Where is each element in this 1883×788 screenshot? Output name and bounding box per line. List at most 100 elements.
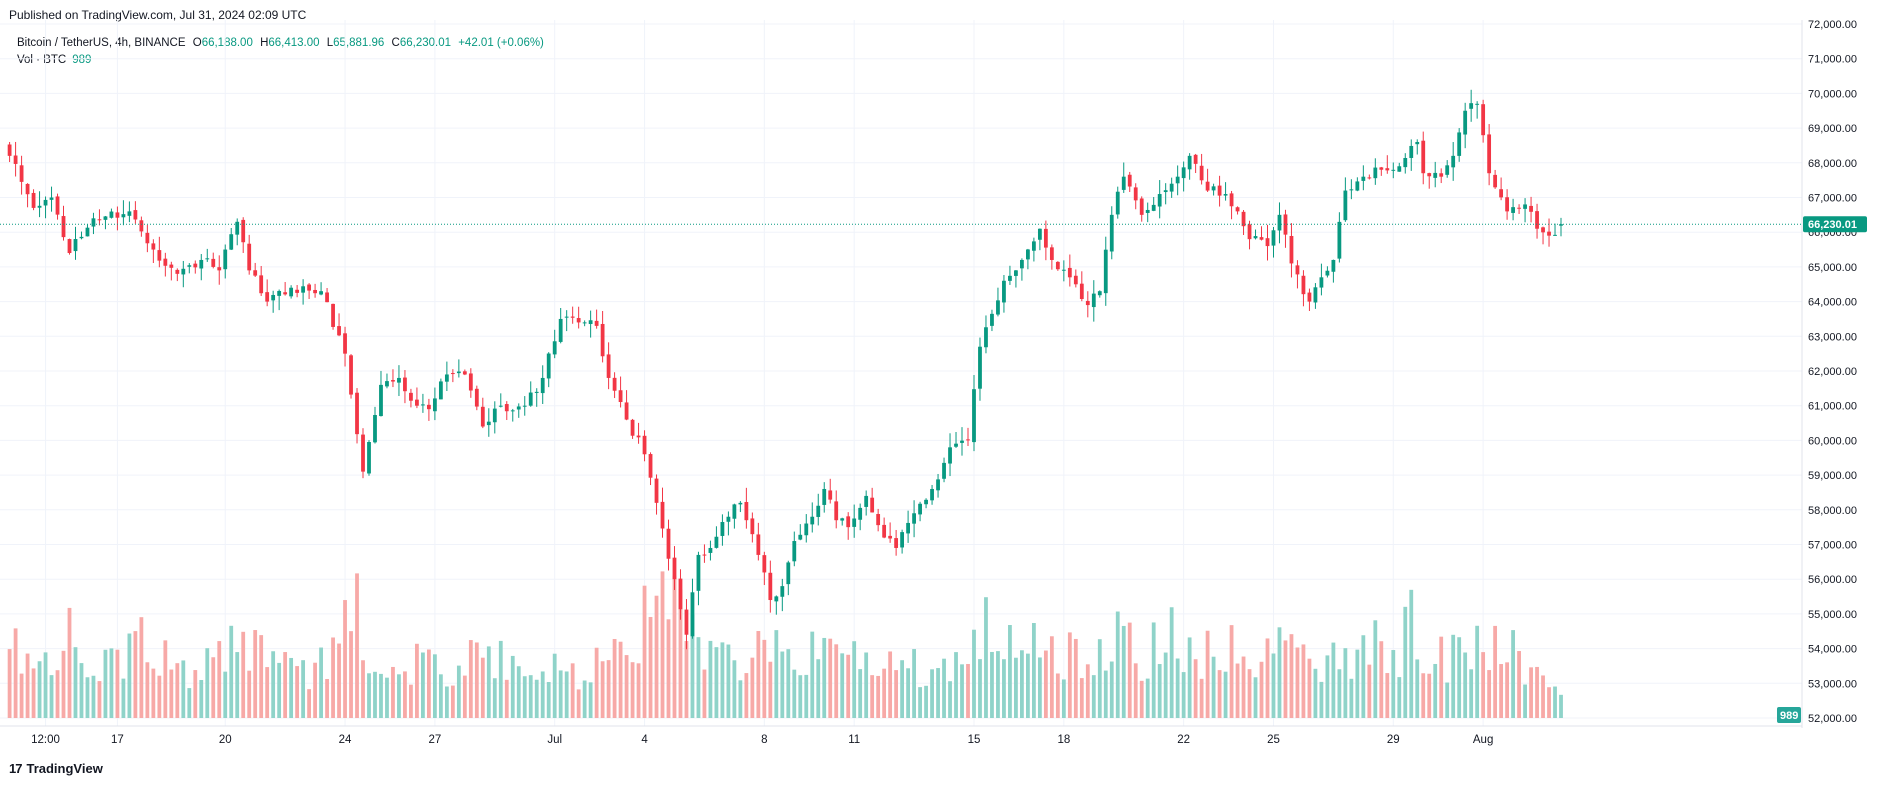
volume-bar — [960, 664, 964, 718]
candle-body — [385, 381, 389, 387]
candle-body — [97, 219, 102, 221]
candle-body — [846, 516, 851, 528]
candle-body — [1331, 259, 1336, 272]
candle-body — [1127, 174, 1132, 187]
candle-body — [61, 216, 66, 238]
tradingview-logo[interactable]: 17 TradingView — [9, 761, 103, 776]
volume-bar — [217, 641, 222, 718]
volume-bar — [570, 663, 575, 718]
candle-body — [498, 405, 503, 407]
price-tick-label: 71,000.00 — [1808, 54, 1857, 66]
candle-body — [492, 408, 497, 423]
volume-bar — [97, 681, 102, 718]
candle-body — [822, 488, 827, 505]
volume-bar — [1014, 657, 1018, 718]
candle-body — [774, 596, 779, 602]
volume-bar — [229, 625, 234, 718]
volume-bar — [151, 668, 156, 718]
volume-bar — [109, 648, 114, 718]
volume-bar — [636, 663, 641, 718]
candle-body — [1157, 194, 1162, 207]
volume-bar — [822, 637, 827, 718]
candle-body — [337, 326, 341, 336]
candle-body — [1043, 228, 1048, 248]
candle-body — [924, 499, 928, 505]
candle-body — [1187, 155, 1192, 170]
candle-body — [678, 578, 683, 610]
volume-bar — [534, 679, 539, 718]
candle-body — [1014, 270, 1018, 276]
volume-bar — [1349, 678, 1354, 718]
candle-body — [1289, 235, 1294, 264]
last-price-badge: 66,230.01 — [1803, 216, 1867, 233]
volume-bar — [1199, 678, 1204, 718]
volume-bar — [325, 679, 329, 718]
candle-body — [1451, 155, 1456, 168]
volume-bar — [1403, 606, 1408, 718]
candle-body — [534, 391, 539, 393]
candle-body — [630, 419, 635, 436]
volume-bar — [115, 649, 120, 718]
volume-bar — [978, 659, 982, 718]
candle-body — [19, 165, 24, 182]
last-volume-label: 989 — [1780, 710, 1798, 722]
candle-body — [660, 501, 665, 529]
volume-bar — [1031, 622, 1036, 718]
candle-body — [588, 320, 593, 325]
candle-body — [265, 292, 270, 302]
candle-body — [888, 535, 893, 539]
candle-body — [391, 380, 395, 382]
volume-bar — [313, 662, 317, 718]
candle-body — [223, 249, 228, 270]
volume-bar — [678, 589, 683, 718]
volume-bar — [43, 652, 48, 718]
volume-bar — [247, 670, 252, 718]
volume-bar — [13, 628, 18, 718]
change-value: +42.01 (+0.06%) — [458, 37, 544, 49]
volume-bar — [576, 689, 581, 718]
candle-body — [1427, 173, 1432, 177]
price-tick-label: 53,000.00 — [1808, 678, 1857, 690]
time-tick-label: 11 — [848, 734, 860, 746]
candle-body — [930, 488, 934, 501]
volume-bar — [1547, 687, 1551, 718]
volume-bar — [1433, 663, 1438, 718]
published-caption: Published on TradingView.com, Jul 31, 20… — [9, 8, 307, 22]
volume-bar — [1499, 664, 1504, 718]
price-chart[interactable]: 52,000.00 53,000.00 54,000.00 55,000.00 56,0… — [0, 0, 1883, 760]
price-tick-label: 70,000.00 — [1808, 88, 1857, 100]
volume-bar — [1008, 625, 1012, 718]
volume-bar — [714, 647, 719, 718]
volume-bar — [31, 668, 36, 718]
volume-bar — [846, 654, 851, 718]
volume-bar — [558, 670, 563, 718]
price-tick-label: 67,000.00 — [1808, 193, 1857, 205]
volume-bar — [756, 631, 761, 718]
candle-body — [552, 341, 557, 355]
volume-bar — [1043, 650, 1048, 718]
candle-body — [1343, 190, 1348, 221]
symbol-title: Bitcoin / TetherUS, 4h, BINANCE — [17, 37, 186, 49]
candle-body — [576, 318, 581, 323]
price-tick-label: 65,000.00 — [1808, 262, 1857, 274]
candle-body — [277, 290, 282, 296]
price-tick-label: 58,000.00 — [1808, 505, 1857, 517]
candle-body — [313, 289, 317, 294]
volume-bar — [1301, 644, 1306, 718]
volume-bar — [930, 669, 934, 718]
volume-bar — [349, 631, 353, 718]
candle-body — [67, 239, 72, 254]
candle-body — [1205, 181, 1210, 191]
volume-bar — [1127, 622, 1132, 718]
candle-body — [1265, 238, 1270, 247]
candle-body — [960, 440, 964, 443]
candle-body — [349, 355, 353, 395]
volume-bar — [1223, 671, 1228, 718]
candle-body — [79, 236, 84, 239]
candle-body — [1511, 207, 1515, 213]
volume-bar — [804, 674, 809, 718]
candle-body — [1379, 167, 1384, 170]
candle-body — [1049, 247, 1054, 260]
candle-body — [1259, 237, 1264, 240]
candle-body — [816, 505, 821, 517]
